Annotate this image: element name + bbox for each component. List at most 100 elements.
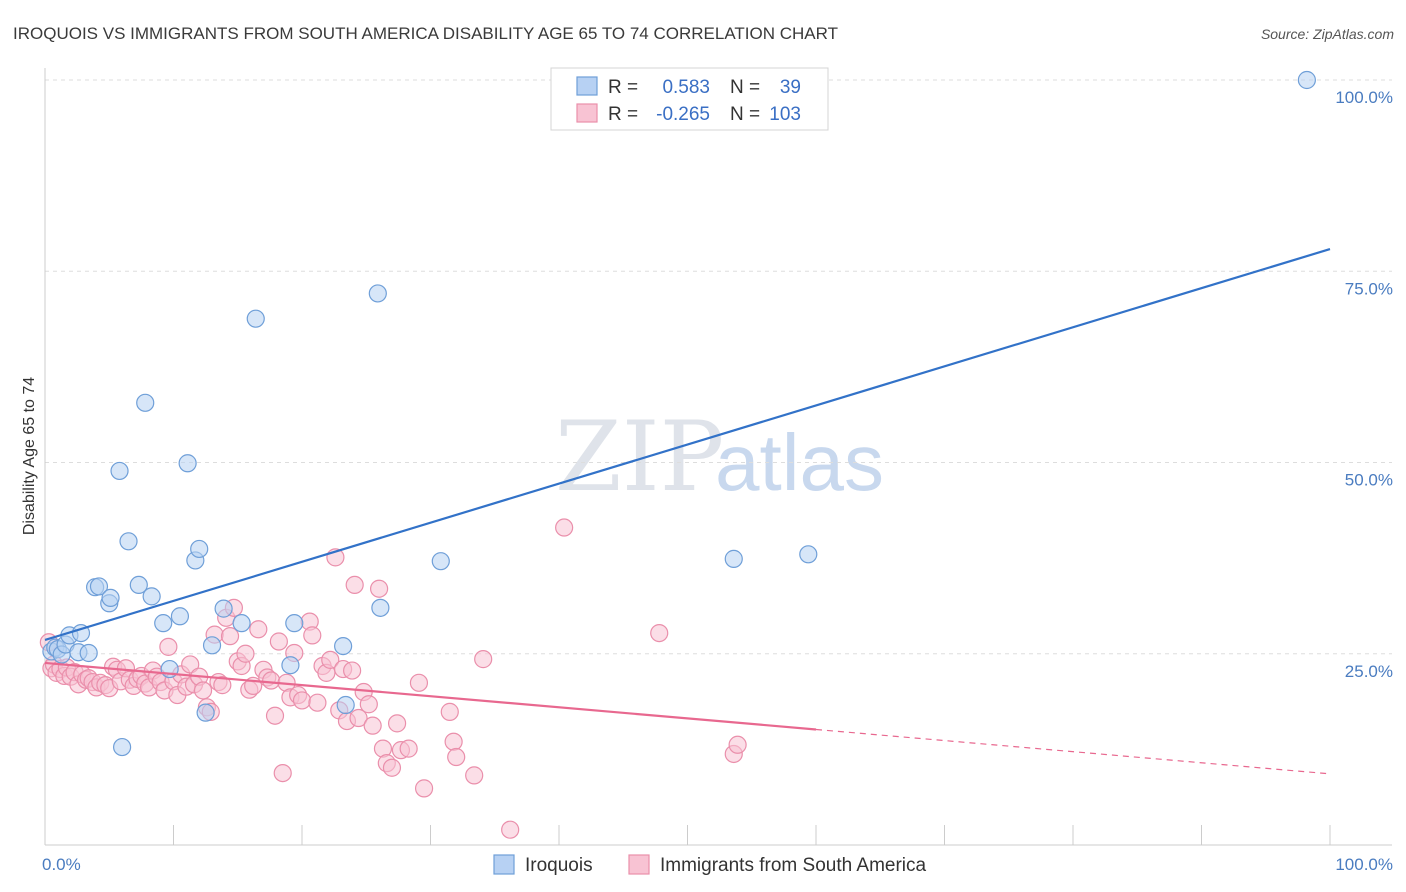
iroquois-point-36 [431,552,450,571]
trend-lines [44,248,1331,775]
immigrants-point-71 [321,650,340,669]
iroquois-point-24 [190,539,209,559]
immigrants-point-60 [273,763,292,783]
grid-lines [45,79,1392,655]
iroquois-point-38 [799,545,818,564]
immigrants-point-54 [249,620,268,639]
immigrants-point-58 [265,706,285,725]
immigrants-point-91 [440,702,459,721]
legend-n-value-iroquois: 39 [780,77,801,98]
immigrants-point-76 [343,661,362,680]
legend-box: R = 0.583 N = 39 R = -0.265 N = 103 [550,67,829,131]
iroquois-point-18 [142,587,161,606]
immigrants-point-96 [501,820,520,839]
legend-r-value-immigrants: -0.265 [656,104,710,125]
iroquois-point-13 [110,461,129,481]
legend-n-value-immigrants: 103 [769,104,801,125]
chart-title: IROQUOIS VS IMMIGRANTS FROM SOUTH AMERIC… [13,24,838,43]
immigrants-point-100 [728,735,747,754]
immigrants-point-37 [181,655,200,674]
iroquois-trend-line [44,248,1331,642]
iroquois-point-28 [232,614,251,633]
immigrants-point-85 [382,758,402,777]
bottom-legend-swatch-immigrants [628,854,650,875]
immigrants-trend-extension [815,728,1331,775]
iroquois-point-12 [101,588,120,608]
watermark: ZIP atlas [555,401,884,513]
y-tick-label-0: 25.0% [1345,662,1393,681]
iroquois-point-19 [154,614,173,633]
iroquois-point-16 [129,575,148,595]
source-credit: Source: ZipAtlas.com [1261,26,1394,42]
immigrants-point-97 [555,518,574,537]
iroquois-point-15 [119,532,138,551]
immigrants-point-65 [292,691,312,710]
bottom-legend-swatch-iroquois [493,854,515,875]
immigrants-point-47 [220,627,240,646]
immigrants-point-78 [349,708,368,728]
iroquois-point-14 [112,737,132,757]
immigrants-point-93 [447,747,466,767]
immigrants-point-86 [387,714,407,733]
immigrants-point-90 [414,779,434,798]
immigrants-points [39,518,747,839]
iroquois-point-31 [285,614,304,633]
iroquois-point-26 [202,636,222,655]
y-tick-labels: 25.0% 50.0% 75.0% 100.0% [1335,88,1393,681]
legend-n-label-iroquois: N = [730,77,760,98]
immigrants-trend-line [44,661,817,731]
legend-r-value-iroquois: 0.583 [662,77,710,98]
immigrants-point-51 [236,644,255,663]
iroquois-point-25 [196,703,215,722]
y-tick-label-2: 75.0% [1345,279,1393,298]
immigrants-point-94 [465,766,484,785]
immigrants-point-92 [444,732,463,751]
immigrants-point-67 [303,626,322,645]
iroquois-point-33 [336,695,355,715]
immigrants-point-95 [474,650,493,669]
iroquois-point-27 [214,599,233,618]
axes [44,68,1392,846]
legend-n-label-immigrants: N = [730,104,760,125]
bottom-legend: Iroquois Immigrants from South America [493,854,927,876]
iroquois-point-30 [281,656,300,675]
legend-r-label-iroquois: R = [608,77,638,98]
iroquois-point-10 [89,577,109,596]
legend-r-label-immigrants: R = [608,104,638,125]
immigrants-point-45 [213,676,232,695]
iroquois-point-22 [178,454,197,473]
immigrants-point-89 [409,673,429,692]
iroquois-point-34 [368,284,387,303]
watermark-zip: ZIP [555,401,724,513]
x-tick-label-min: 0.0% [42,855,81,874]
iroquois-point-37 [724,549,743,568]
immigrants-point-81 [363,716,382,735]
bottom-legend-label-immigrants: Immigrants from South America [660,855,927,876]
y-tick-label-3: 100.0% [1335,88,1393,107]
immigrants-point-59 [269,632,288,651]
iroquois-point-35 [371,598,390,617]
y-tick-label-1: 50.0% [1345,471,1393,490]
x-tick-labels: 0.0% 100.0% [42,855,1393,874]
iroquois-point-32 [334,636,353,656]
immigrants-point-68 [308,693,327,712]
immigrants-point-32 [159,637,178,656]
bottom-legend-label-iroquois: Iroquois [525,855,593,876]
iroquois-point-8 [79,643,98,663]
legend-swatch-iroquois [576,76,598,96]
immigrants-point-82 [370,579,389,598]
y-axis-label: Disability Age 65 to 74 [21,377,38,535]
iroquois-point-29 [246,309,265,328]
iroquois-point-21 [170,607,190,626]
x-tick-label-max: 100.0% [1335,855,1393,874]
legend-swatch-immigrants [576,103,598,123]
immigrants-point-77 [345,575,364,595]
immigrants-point-80 [359,695,378,714]
immigrants-point-40 [193,681,213,700]
immigrants-point-98 [650,623,669,643]
iroquois-point-39 [1297,70,1316,90]
immigrants-point-57 [262,671,281,690]
immigrants-point-88 [399,739,418,758]
iroquois-point-17 [136,393,155,412]
